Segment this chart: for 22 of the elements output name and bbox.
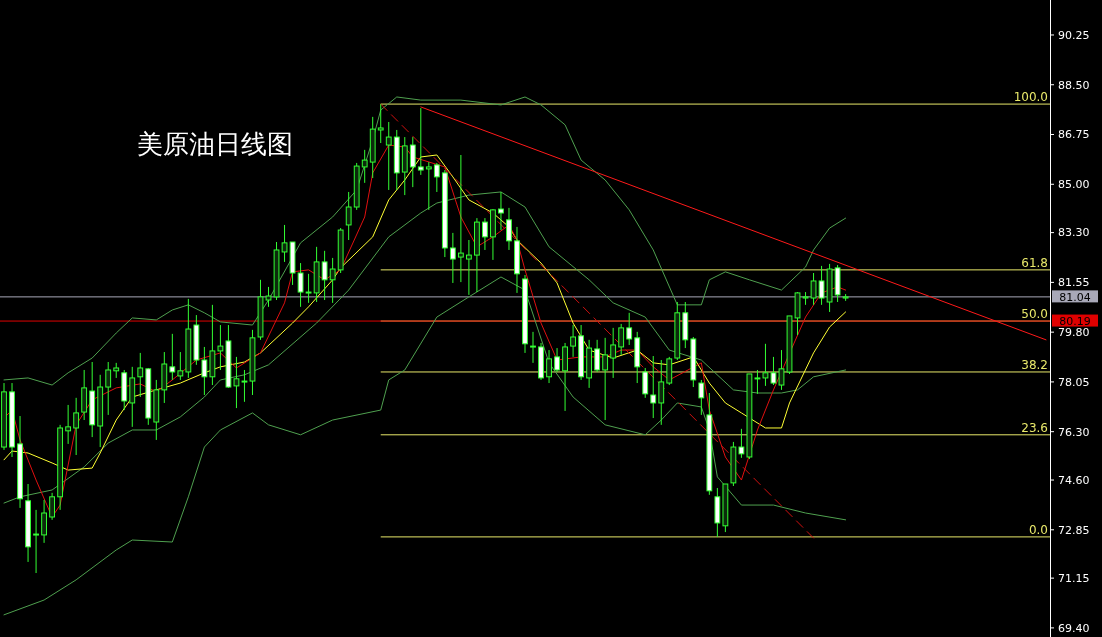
y-tick-label: 83.30 [1058,226,1090,240]
annotation: 50.0 [1021,307,1048,322]
annotation: 23.6 [1021,420,1048,435]
y-tick-label: 88.50 [1058,78,1090,92]
annotation: 61.8 [1021,255,1048,270]
y-tick-label: 90.25 [1058,28,1090,42]
annotation: 0.0 [1028,522,1048,537]
annotation: 38.2 [1021,357,1048,372]
y-tick-label: 72.85 [1058,523,1090,537]
ref-line-label: 81.04 [1059,290,1091,304]
y-tick-label: 76.30 [1058,425,1090,439]
y-tick-label: 74.60 [1058,473,1090,487]
annotation: 100.0 [1013,90,1048,105]
y-tick-label: 71.15 [1058,571,1090,585]
y-tick-label: 69.40 [1058,621,1090,635]
y-tick-label: 78.05 [1058,375,1090,389]
ref-line-label: 80.19 [1059,314,1091,328]
y-tick-label: 85.00 [1058,178,1090,192]
y-tick-label: 79.80 [1058,326,1090,339]
y-tick-label: 86.75 [1058,128,1090,142]
y-tick-label: 81.55 [1058,276,1090,290]
text: 美原油日线图 [137,129,293,159]
